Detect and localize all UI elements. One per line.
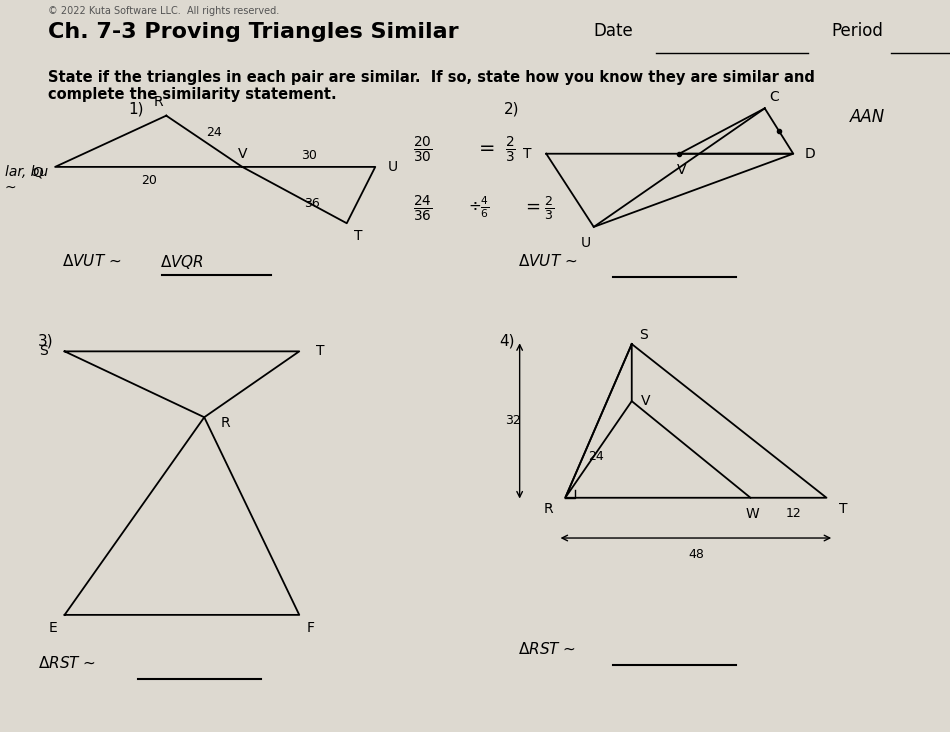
Text: $\frac{24}{36}$: $\frac{24}{36}$ <box>413 194 432 224</box>
Text: $\Delta RST$ ~: $\Delta RST$ ~ <box>518 640 576 657</box>
Text: U: U <box>388 160 397 174</box>
Text: $=\frac{2}{3}$: $=\frac{2}{3}$ <box>522 194 555 222</box>
Text: F: F <box>307 621 314 635</box>
Text: $\Delta VQR$: $\Delta VQR$ <box>160 253 203 271</box>
Text: U: U <box>581 236 591 250</box>
Text: V: V <box>238 146 247 161</box>
Text: V: V <box>641 394 651 408</box>
Text: T: T <box>316 344 324 359</box>
Text: T: T <box>354 229 362 244</box>
Text: Ch. 7-3 Proving Triangles Similar: Ch. 7-3 Proving Triangles Similar <box>48 22 458 42</box>
Text: Q: Q <box>32 165 44 180</box>
Text: 30: 30 <box>301 149 316 163</box>
Text: D: D <box>805 146 816 161</box>
Text: Period: Period <box>831 22 884 40</box>
Text: lar, bu
~: lar, bu ~ <box>5 165 48 195</box>
Text: S: S <box>638 328 648 343</box>
Text: 1): 1) <box>128 101 143 116</box>
Text: E: E <box>48 621 58 635</box>
Text: State if the triangles in each pair are similar.  If so, state how you know they: State if the triangles in each pair are … <box>48 70 814 102</box>
Text: $\Delta VUT$ ~: $\Delta VUT$ ~ <box>62 253 121 269</box>
Text: 20: 20 <box>141 173 157 187</box>
Text: R: R <box>220 416 230 430</box>
Text: $=\ \frac{2}{3}$: $=\ \frac{2}{3}$ <box>475 135 516 165</box>
Text: AAN: AAN <box>850 108 885 127</box>
Text: 32: 32 <box>505 414 521 427</box>
Text: 4): 4) <box>499 333 514 348</box>
Text: $\Delta VUT$ ~: $\Delta VUT$ ~ <box>518 253 577 269</box>
Text: C: C <box>770 90 779 105</box>
Text: © 2022 Kuta Software LLC.  All rights reserved.: © 2022 Kuta Software LLC. All rights res… <box>48 6 278 16</box>
Text: R: R <box>154 95 163 110</box>
Text: Date: Date <box>594 22 634 40</box>
Text: T: T <box>840 501 847 516</box>
Text: 12: 12 <box>786 507 801 520</box>
Text: V: V <box>676 163 686 177</box>
Text: 3): 3) <box>38 333 53 348</box>
Text: W: W <box>746 507 759 521</box>
Text: S: S <box>39 344 48 359</box>
Text: 2): 2) <box>504 101 519 116</box>
Text: 48: 48 <box>688 548 704 561</box>
Text: $\Delta RST$ ~: $\Delta RST$ ~ <box>38 655 96 671</box>
Text: 24: 24 <box>206 126 221 139</box>
Text: R: R <box>543 501 553 516</box>
Text: $\div\frac{4}{6}$: $\div\frac{4}{6}$ <box>468 194 490 220</box>
Text: T: T <box>523 146 531 161</box>
Text: 24: 24 <box>588 450 603 463</box>
Text: $\frac{20}{30}$: $\frac{20}{30}$ <box>413 135 432 165</box>
Text: 36: 36 <box>304 198 319 210</box>
